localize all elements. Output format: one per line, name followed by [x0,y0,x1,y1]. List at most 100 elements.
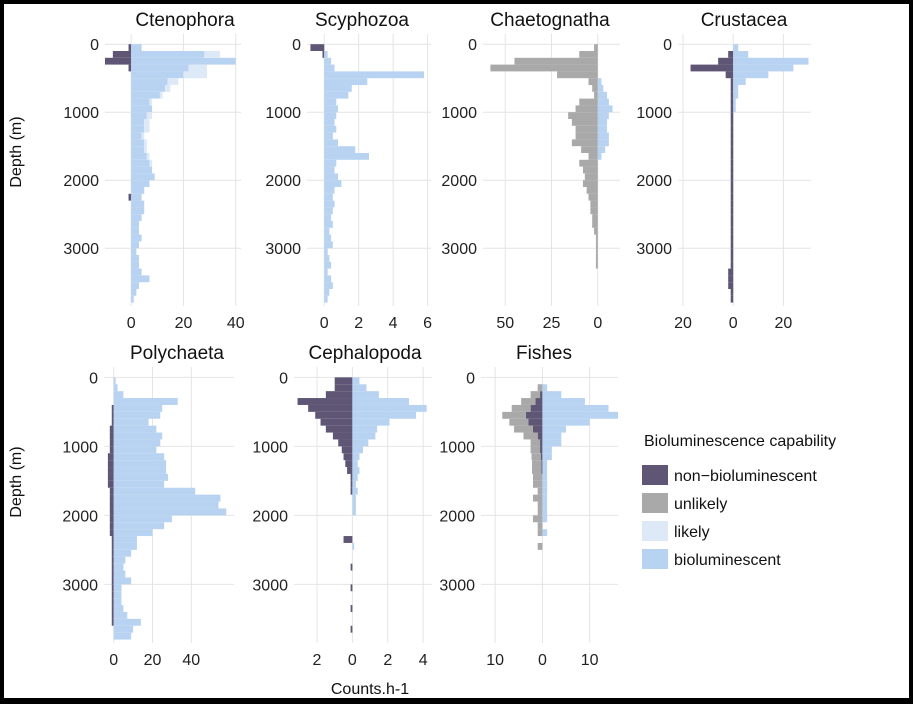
bar-polychaeta-bioluminescent [113,487,196,495]
y-tick-label: 3000 [63,241,99,258]
bar-polychaeta-non-bioluminescent [111,404,114,412]
bar-chaetognatha-bioluminescent [597,98,609,106]
bar-crustacea-non-bioluminescent [730,146,734,153]
bar-polychaeta-non-bioluminescent [109,432,114,440]
y-axis-title-top: Depth (m) [8,116,25,187]
bar-ctenophora-bioluminescent [131,227,139,235]
bar-fishes-unlikely [537,529,543,537]
y-tick-label: 2000 [252,508,288,525]
bar-ctenophora-bioluminescent [131,139,145,147]
bar-cephalopoda-bioluminescent [352,384,367,392]
bar-crustacea-non-bioluminescent [730,159,734,167]
figure-card: 0 1000 2000 3000 0 20 40 Ctenophora 0 1000 2000 300… [4,4,909,698]
bar-fishes-unlikely [532,460,542,468]
x-tick-label: 0 [320,315,329,332]
bar-cephalopoda-non-bioluminescent [343,536,353,543]
bar-chaetognatha-bioluminescent [597,146,606,153]
bar-polychaeta-non-bioluminescent [111,611,114,619]
bar-polychaeta-bioluminescent [113,418,149,426]
x-tick-label: 50 [496,315,514,332]
bar-ctenophora-bioluminescent [131,248,137,255]
bar-scyphozoa-bioluminescent [324,119,335,126]
bar-scyphozoa-bioluminescent [324,125,337,133]
bar-polychaeta-bioluminescent [113,377,116,385]
bar-cephalopoda-bioluminescent [352,377,360,385]
bar-chaetognatha-bioluminescent [597,153,602,160]
bar-fishes-unlikely [521,398,536,405]
bar-cephalopoda-bioluminescent [352,398,409,405]
bar-crustacea-non-bioluminescent [730,221,734,228]
bar-fishes-non-bioluminescent [525,411,543,419]
bar-polychaeta-bioluminescent [113,570,126,578]
bar-polychaeta-bioluminescent [113,542,137,550]
x-tick-label: 40 [182,652,200,669]
bar-chaetognatha-unlikely [568,112,598,119]
bar-fishes-bioluminescent [542,384,548,392]
y-tick-label: 3000 [252,577,288,594]
bar-crustacea-bioluminescent [733,91,739,99]
bar-ctenophora-bioluminescent [131,255,139,262]
bar-ctenophora-likely [144,125,150,133]
bar-chaetognatha-bioluminescent [597,132,609,140]
bar-scyphozoa-bioluminescent [324,85,352,92]
bar-fishes-bioluminescent [542,494,548,502]
bar-scyphozoa-bioluminescent [324,173,338,181]
bar-scyphozoa-bioluminescent [324,57,332,65]
bar-crustacea-non-bioluminescent [730,193,734,201]
y-tick-label: 2000 [439,508,475,525]
bar-cephalopoda-bioluminescent [352,439,369,447]
bar-scyphozoa-bioluminescent [324,248,328,255]
legend-label-likely: likely [674,524,710,541]
y-tick-label: 0 [468,37,477,54]
panel-title: Polychaeta [130,343,224,364]
bar-fishes-unlikely [532,467,542,474]
panel-fishes: 0 1000 2000 3000 10 0 10 Fishes [439,343,618,669]
y-tick-label: 0 [663,37,672,54]
bar-ctenophora-non-bioluminescent [128,64,132,72]
bar-polychaeta-bioluminescent [113,467,167,474]
bar-cephalopoda-bioluminescent [352,453,360,461]
legend-swatch-non-bioluminescent [642,465,668,485]
y-tick-label: 1000 [636,105,672,122]
bar-cephalopoda-non-bioluminescent [350,584,353,592]
bar-polychaeta-bioluminescent [113,611,128,619]
bar-ctenophora-likely [165,85,171,92]
bar-scyphozoa-bioluminescent [324,146,356,153]
bar-fishes-bioluminescent [542,411,618,419]
bar-cephalopoda-bioluminescent [352,425,378,433]
x-tick-label: 0 [127,315,136,332]
bar-cephalopoda-non-bioluminescent [320,418,353,426]
bar-crustacea-non-bioluminescent [730,180,734,187]
bar-ctenophora-bioluminescent [131,207,145,215]
bar-polychaeta-bioluminescent [113,632,132,640]
y-tick-label: 0 [292,37,301,54]
bar-fishes-bioluminescent [542,508,548,516]
bar-polychaeta-non-bioluminescent [111,618,114,626]
bar-chaetognatha-bioluminescent [597,91,608,99]
panel-chaetognatha: 0 1000 2000 3000 50 25 0 Chaetognatha [441,10,620,332]
bar-cephalopoda-non-bioluminescent [334,384,353,392]
bar-scyphozoa-bioluminescent [324,98,337,106]
y-tick-label: 1000 [265,105,301,122]
bar-crustacea-non-bioluminescent [730,255,734,262]
bar-chaetognatha-unlikely [592,221,598,228]
bar-polychaeta-non-bioluminescent [109,508,114,516]
bar-fishes-non-bioluminescent [532,425,543,433]
bar-crustacea-non-bioluminescent [730,139,734,147]
x-tick-label: 20 [674,315,692,332]
bar-scyphozoa-bioluminescent [324,132,333,140]
bar-polychaeta-non-bioluminescent [111,591,114,599]
bar-crustacea-non-bioluminescent [730,119,734,126]
bar-chaetognatha-bioluminescent [597,105,613,113]
y-tick-label: 1000 [252,439,288,456]
panel-scyphozoa: 0 1000 2000 3000 0 2 4 6 Scyphozoa [265,10,432,332]
bar-fishes-unlikely [537,487,543,495]
y-tick-label: 1000 [439,439,475,456]
bar-scyphozoa-bioluminescent [324,91,349,99]
legend-swatch-likely [642,521,668,541]
bar-scyphozoa-bioluminescent [324,214,332,221]
bar-cephalopoda-non-bioluminescent [334,377,353,385]
bar-polychaeta-bioluminescent [113,549,132,557]
bar-fishes-unlikely [532,473,543,481]
